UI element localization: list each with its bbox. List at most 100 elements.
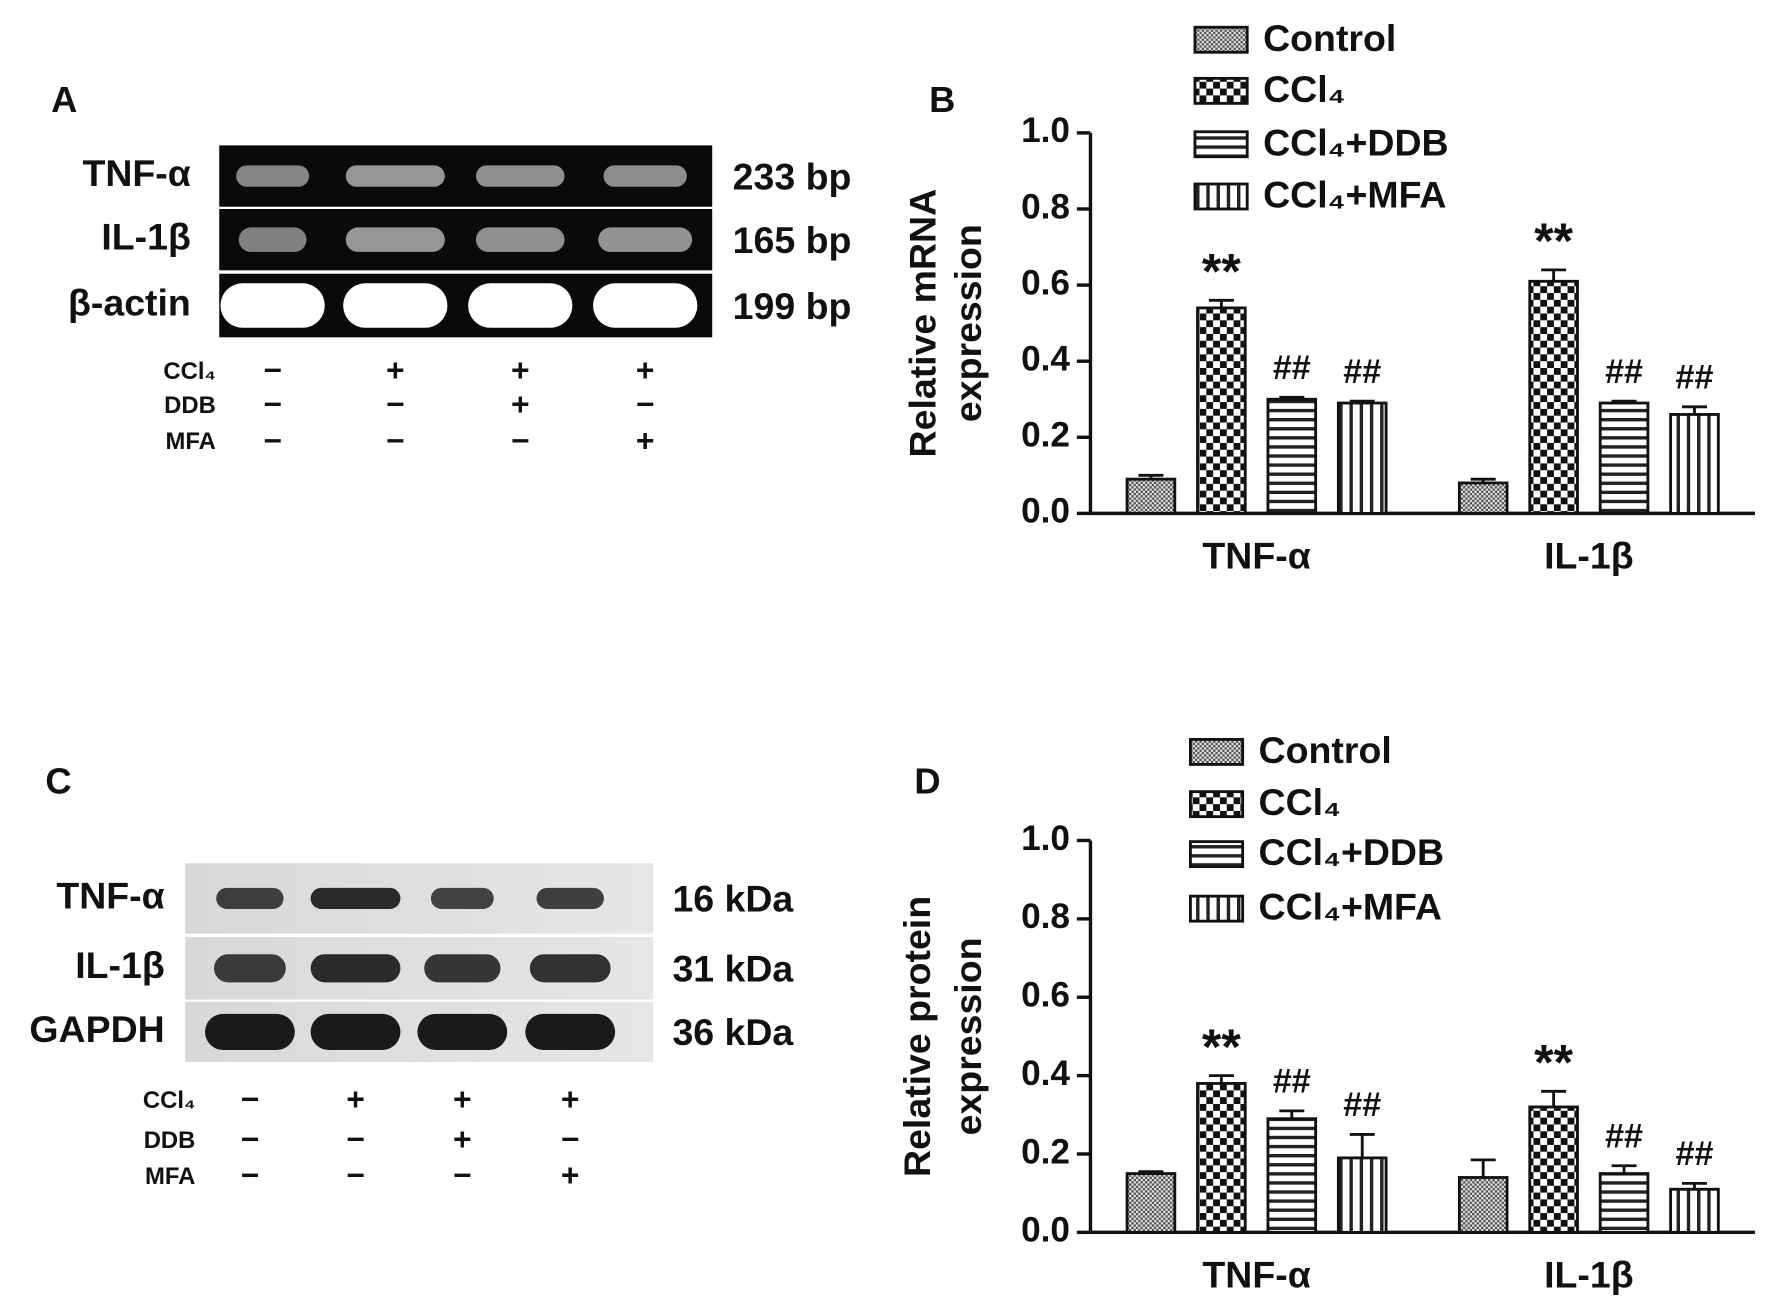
band [424,954,501,983]
treatment-sign: − [561,1121,580,1157]
band [603,165,687,187]
y-tick-label: 0.4 [1021,339,1070,378]
legend-swatch [1189,894,1245,923]
significance-mark: ## [1605,353,1643,391]
error-bar [1611,1164,1637,1174]
significance-mark: ** [1202,244,1241,300]
treatment-sign: + [511,386,530,422]
y-tick-label: 0.8 [1021,897,1070,936]
treatment-sign: − [241,1157,260,1193]
treatment-sign: + [453,1121,472,1157]
bar [1336,401,1388,515]
error-bar [1349,1132,1375,1158]
row-label: IL-1β [75,944,164,986]
band [475,165,565,187]
error-bar [1541,268,1567,282]
legend-label: CCl₄+MFA [1259,886,1442,928]
band [236,165,310,187]
error-bar [1681,405,1707,415]
treatment-label: CCl₄ [163,358,215,385]
treatment-sign: − [511,422,530,458]
error-bar [1208,1074,1234,1084]
significance-mark: ** [1534,213,1573,269]
row-label: IL-1β [101,216,190,258]
treatment-sign: − [346,1121,365,1157]
significance-mark: ## [1676,1135,1714,1173]
error-bar [1541,1089,1567,1107]
y-tick-label: 0.2 [1021,1132,1070,1171]
treatment-sign: + [636,422,655,458]
treatment-sign: + [346,1081,365,1117]
bar [1528,1105,1579,1234]
legend-swatch [1189,737,1245,766]
size-label: 165 bp [733,219,852,261]
panel-label: B [929,79,955,120]
error-bar [1681,1181,1707,1190]
band [475,227,565,252]
error-bar [1279,395,1305,400]
error-bar [1138,1170,1164,1174]
significance-mark: ## [1343,1086,1381,1124]
legend-label: Control [1259,729,1392,771]
y-tick-label: 1.0 [1021,111,1070,150]
band [417,1013,508,1050]
error-bar [1470,477,1496,483]
band [310,887,401,909]
error-bar [1611,399,1637,404]
treatment-label: MFA [145,1163,195,1190]
band [536,887,604,909]
band [529,954,611,983]
bar [1457,1176,1509,1234]
treatment-sign: + [386,352,405,388]
error-bar [1470,1158,1496,1178]
treatment-sign: − [263,422,282,458]
x-tick-label: TNF-α [1202,1254,1310,1296]
legend-label: CCl₄+DDB [1263,121,1448,163]
bar [1125,1172,1177,1234]
y-axis-label: expression [947,938,989,1136]
legend-swatch [1193,76,1249,105]
bar [1266,1117,1318,1234]
band [310,1013,401,1050]
panel-label: A [51,79,77,120]
treatment-sign: + [511,352,530,388]
significance-mark: ## [1273,349,1311,387]
y-tick-label: 0.4 [1021,1054,1070,1093]
significance-mark: ## [1273,1063,1311,1101]
y-tick-label: 0.8 [1021,187,1070,226]
band [220,283,325,328]
significance-mark: ## [1343,353,1381,391]
panel-label: C [45,760,71,801]
legend-swatch [1193,25,1249,54]
significance-mark: ## [1676,359,1714,397]
treatment-sign: + [636,352,655,388]
panel-label: D [914,760,940,801]
band [310,954,401,983]
significance-mark: ## [1605,1117,1643,1155]
size-label: 233 bp [733,155,852,197]
band [345,227,445,252]
band [213,954,286,983]
y-tick-label: 0.6 [1021,976,1070,1015]
band [216,887,284,909]
band [525,1013,616,1050]
legend-label: CCl₄+MFA [1263,174,1446,216]
band [205,1013,295,1050]
row-label: β-actin [68,281,191,323]
treatment-sign: − [386,386,405,422]
y-axis-label: Relative mRNA [902,189,944,458]
bar [1196,1082,1247,1234]
treatment-sign: − [346,1157,365,1193]
bar [1457,481,1509,515]
bar [1528,279,1579,515]
y-tick-label: 0.0 [1021,492,1070,531]
band [343,283,448,328]
legend-swatch [1193,130,1249,159]
treatment-sign: − [241,1121,260,1157]
treatment-label: MFA [165,428,215,455]
y-axis-label: Relative protein [896,896,938,1177]
x-tick-label: IL-1β [1544,535,1633,577]
bar [1669,1187,1720,1234]
legend-label: CCl₄ [1259,781,1341,823]
error-bar [1349,399,1375,404]
